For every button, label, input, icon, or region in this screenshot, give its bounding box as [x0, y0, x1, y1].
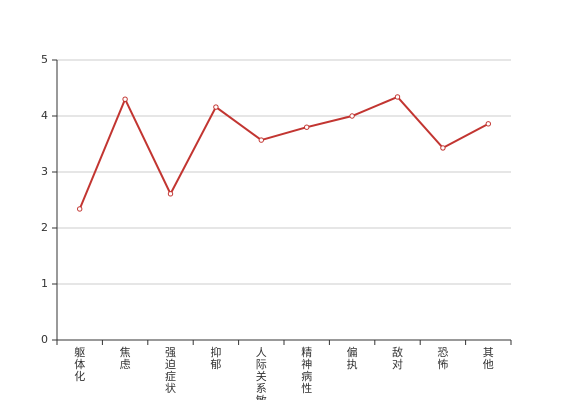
- x-tick-char: 性: [301, 381, 312, 395]
- x-tick-char: 系: [256, 382, 267, 395]
- point: [122, 96, 128, 102]
- x-tick-char: 关: [256, 369, 267, 383]
- x-tick-char: 偏: [347, 345, 358, 359]
- x-tick-label: 躯体化: [74, 346, 85, 383]
- x-tick-char: 症: [165, 369, 176, 383]
- point: [167, 191, 174, 197]
- x-tick-char: 状: [165, 381, 176, 395]
- x-tick-char: 他: [483, 358, 494, 371]
- x-tick-char: 际: [256, 358, 267, 371]
- point: [77, 206, 83, 212]
- point: [440, 145, 446, 151]
- point: [304, 124, 310, 130]
- x-tick-label: 其他: [483, 346, 494, 371]
- x-tick-char: 敌: [392, 345, 403, 359]
- x-tick-char: 敏: [256, 393, 267, 400]
- x-tick-char: 其: [483, 346, 494, 359]
- x-tick-char: 执: [347, 357, 358, 371]
- y-tick-label: 2: [41, 221, 48, 234]
- point: [349, 113, 355, 119]
- x-tick-char: 神: [301, 357, 312, 371]
- x-tick-char: 怖: [437, 357, 448, 371]
- x-tick-char: 强: [165, 346, 176, 359]
- y-tick-label: 3: [41, 165, 48, 178]
- x-tick-char: 躯: [74, 346, 85, 359]
- x-tick-label: 抑郁: [210, 345, 221, 371]
- line: [78, 95, 489, 210]
- y-tick-label: 1: [41, 277, 48, 290]
- x-tick-label: 敌对: [392, 345, 403, 371]
- x-tick-label: 恐怖: [437, 346, 448, 371]
- x-tick-label: 焦虑: [120, 346, 131, 371]
- x-tick-char: 郁: [210, 357, 221, 371]
- x-tick-char: 精: [301, 346, 312, 359]
- x-tick-char: 恐: [437, 346, 448, 359]
- y-tick-label: 0: [41, 333, 48, 346]
- point: [394, 94, 401, 100]
- x-tick-char: 化: [74, 369, 85, 383]
- x-tick-char: 对: [392, 357, 403, 371]
- y-tick-label: 4: [41, 109, 48, 122]
- x-tick-char: 虑: [120, 358, 131, 371]
- x-tick-char: 病: [301, 369, 312, 383]
- point: [258, 137, 264, 143]
- point: [485, 121, 491, 127]
- y-tick-label: 5: [41, 53, 48, 66]
- x-tick-char: 焦: [120, 346, 131, 359]
- x-tick-char: 抑: [210, 345, 221, 359]
- x-tick-char: 人: [256, 346, 267, 359]
- x-tick-label: 强迫症状: [165, 346, 176, 395]
- x-tick-label: 精神病性: [301, 346, 312, 395]
- x-tick-char: 迫: [165, 357, 176, 371]
- x-tick-label: 偏执: [347, 345, 358, 371]
- x-tick-char: 体: [74, 357, 85, 371]
- point: [213, 104, 219, 110]
- x-tick-label: 人际关系敏感: [256, 346, 267, 400]
